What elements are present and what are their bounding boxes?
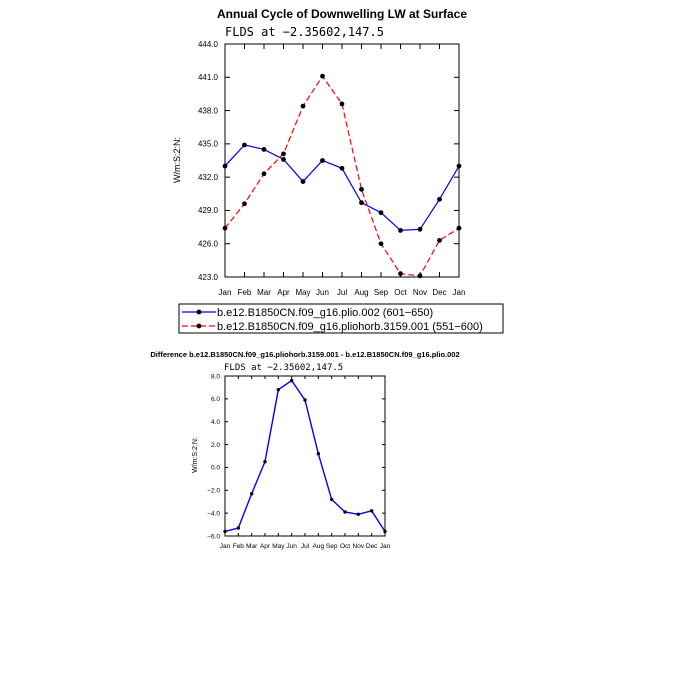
x-tick-label: May bbox=[272, 543, 285, 550]
series-1-point bbox=[300, 103, 306, 109]
chart2-subtitle: FLDS at −2.35602,147.5 bbox=[224, 363, 343, 373]
x-tick-label: Jun bbox=[286, 543, 297, 550]
series-0-point bbox=[369, 509, 374, 513]
x-tick-label: Jan bbox=[220, 543, 231, 550]
series-0-point bbox=[261, 147, 267, 152]
chart2-ylabel: W/m:S:2:N: bbox=[192, 437, 199, 473]
series-0-point bbox=[303, 398, 307, 402]
y-tick-label: −2.0 bbox=[207, 488, 220, 495]
y-tick-label: 2.0 bbox=[211, 442, 220, 449]
series-0-point bbox=[356, 512, 361, 516]
x-tick-label: Feb bbox=[233, 543, 245, 550]
y-tick-label: 444.0 bbox=[198, 40, 219, 49]
legend-marker-1 bbox=[196, 323, 202, 329]
x-tick-label: Jul bbox=[301, 543, 310, 550]
x-tick-label: Feb bbox=[238, 288, 252, 297]
series-1-point bbox=[437, 237, 442, 243]
y-tick-label: 432.0 bbox=[198, 173, 219, 182]
x-tick-label: Oct bbox=[340, 543, 350, 550]
y-tick-label: 435.0 bbox=[198, 140, 219, 149]
x-tick-label: Jul bbox=[337, 288, 347, 297]
y-tick-label: 8.0 bbox=[211, 373, 220, 380]
series-0-point bbox=[223, 529, 227, 534]
x-tick-label: Dec bbox=[366, 543, 378, 550]
x-tick-label: Mar bbox=[246, 543, 258, 550]
series-0-point bbox=[343, 510, 347, 514]
y-tick-label: 438.0 bbox=[198, 106, 219, 115]
series-0-point bbox=[339, 165, 345, 171]
series-0-point bbox=[359, 200, 364, 206]
x-tick-label: May bbox=[295, 288, 310, 297]
x-tick-label: Sep bbox=[326, 543, 338, 550]
y-tick-label: −6.0 bbox=[207, 533, 220, 540]
series-0-point bbox=[236, 526, 241, 530]
x-tick-label: Sep bbox=[374, 288, 389, 297]
x-tick-label: Oct bbox=[394, 288, 407, 297]
x-tick-label: Nov bbox=[413, 288, 427, 297]
legend-label-1: b.e12.B1850CN.f09_g16.pliohorb.3159.001 … bbox=[217, 321, 483, 333]
series-1-point bbox=[456, 225, 462, 231]
x-tick-label: Jan bbox=[219, 288, 232, 297]
series-0-point bbox=[417, 226, 423, 232]
chart1-legend: b.e12.B1850CN.f09_g16.plio.002 (601−650)… bbox=[178, 303, 504, 334]
series-1-point bbox=[281, 151, 286, 157]
y-tick-label: 0.0 bbox=[211, 465, 220, 472]
x-tick-label: Aug bbox=[313, 543, 325, 550]
series-1-point bbox=[242, 201, 247, 207]
series-0-point bbox=[437, 196, 442, 202]
series-1-point bbox=[398, 271, 403, 277]
plot-frame bbox=[224, 43, 460, 278]
series-1-point bbox=[320, 73, 325, 79]
legend-box bbox=[178, 303, 504, 334]
x-tick-label: Aug bbox=[354, 288, 368, 297]
series-1-point bbox=[378, 241, 384, 247]
x-tick-label: Mar bbox=[257, 288, 271, 297]
series-0-point bbox=[378, 210, 384, 216]
series-0-point bbox=[281, 156, 286, 162]
x-tick-label: Apr bbox=[260, 543, 271, 550]
series-0-point bbox=[222, 163, 228, 169]
series-0-point bbox=[242, 142, 247, 148]
series-0-point bbox=[316, 452, 321, 456]
chart1-ylabel: W/m:S:2:N: bbox=[172, 137, 182, 183]
y-tick-label: 441.0 bbox=[198, 73, 219, 82]
y-tick-label: 429.0 bbox=[198, 206, 219, 215]
series-0-point bbox=[263, 460, 267, 464]
x-tick-label: Nov bbox=[353, 543, 365, 550]
x-tick-label: Dec bbox=[432, 288, 446, 297]
series-0-point bbox=[456, 163, 462, 169]
chart1-title: Annual Cycle of Downwelling LW at Surfac… bbox=[217, 7, 467, 21]
series-0-point bbox=[329, 497, 334, 502]
series-1-point bbox=[417, 273, 423, 279]
chart2-title: Difference b.e12.B1850CN.f09_g16.pliohor… bbox=[150, 350, 459, 359]
y-tick-label: 4.0 bbox=[211, 419, 220, 426]
legend-marker-0 bbox=[196, 309, 202, 315]
series-1-point bbox=[261, 171, 267, 177]
y-tick-label: 6.0 bbox=[211, 396, 220, 403]
x-tick-label: Jan bbox=[380, 543, 391, 550]
chart1-plot: Jan Feb Mar Apr May Jun Jul Aug Sep Oct Nov Dec Jan4… bbox=[198, 40, 465, 297]
series-0-point bbox=[398, 228, 403, 233]
x-tick-label: Apr bbox=[277, 288, 290, 297]
series-0-point bbox=[289, 378, 294, 383]
series-0-point bbox=[383, 529, 387, 534]
series-line-0 bbox=[224, 144, 460, 232]
series-line-0 bbox=[224, 379, 386, 533]
series-1-point bbox=[339, 101, 345, 107]
x-tick-label: Jun bbox=[316, 288, 329, 297]
x-tick-label: Jan bbox=[453, 288, 466, 297]
series-0-point bbox=[320, 158, 325, 163]
series-0-point bbox=[300, 179, 306, 184]
y-tick-label: 423.0 bbox=[198, 273, 219, 282]
series-0-point bbox=[249, 492, 254, 496]
chart1-subtitle: FLDS at −2.35602,147.5 bbox=[225, 25, 384, 39]
legend-label-0: b.e12.B1850CN.f09_g16.plio.002 (601−650) bbox=[217, 307, 433, 319]
y-tick-label: −4.0 bbox=[207, 510, 220, 517]
series-0-point bbox=[276, 388, 281, 392]
y-tick-label: 426.0 bbox=[198, 240, 219, 249]
chart2-plot: Jan Feb Mar Apr May Jun Jul Aug Sep Oct Nov Dec Jan−… bbox=[207, 373, 390, 550]
series-1-point bbox=[359, 186, 364, 192]
series-1-point bbox=[222, 225, 228, 231]
